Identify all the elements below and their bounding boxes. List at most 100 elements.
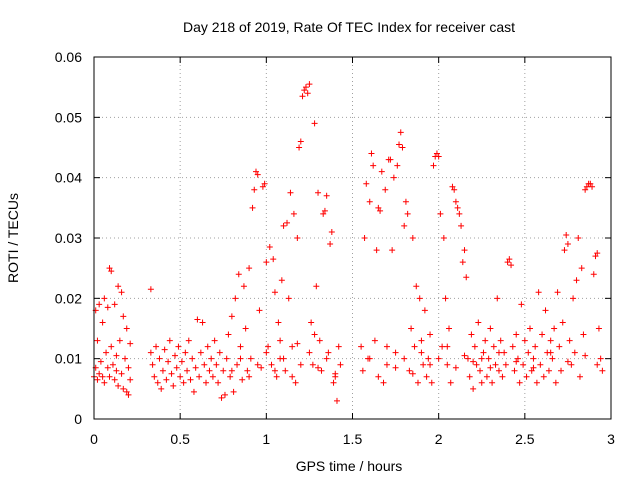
data-point bbox=[118, 370, 125, 377]
data-point bbox=[94, 337, 101, 344]
data-point bbox=[490, 343, 497, 350]
data-point bbox=[392, 364, 399, 371]
data-point bbox=[437, 210, 444, 217]
data-point bbox=[108, 343, 115, 350]
data-point bbox=[261, 180, 268, 187]
data-point bbox=[268, 361, 275, 368]
data-point bbox=[416, 295, 423, 302]
data-point bbox=[539, 331, 546, 338]
data-point bbox=[327, 241, 334, 248]
data-point bbox=[514, 355, 521, 362]
x-tick-label: 3 bbox=[607, 431, 615, 447]
data-point bbox=[594, 361, 601, 368]
data-point bbox=[315, 189, 322, 196]
data-point bbox=[366, 198, 373, 205]
data-point bbox=[482, 337, 489, 344]
data-point bbox=[377, 207, 384, 214]
data-point bbox=[461, 352, 468, 359]
data-point bbox=[96, 301, 103, 308]
data-point bbox=[475, 319, 482, 326]
data-point bbox=[389, 247, 396, 254]
data-point bbox=[478, 355, 485, 362]
data-point bbox=[435, 153, 442, 160]
grid-layer bbox=[94, 57, 611, 419]
data-point bbox=[370, 162, 377, 169]
data-point bbox=[358, 343, 365, 350]
data-point bbox=[323, 355, 330, 362]
x-axis-label: GPS time / hours bbox=[296, 458, 403, 474]
data-point bbox=[473, 361, 480, 368]
data-point bbox=[170, 382, 177, 389]
data-point bbox=[540, 373, 547, 380]
data-point bbox=[106, 265, 113, 272]
data-point bbox=[189, 355, 196, 362]
data-point bbox=[94, 376, 101, 383]
data-point bbox=[332, 370, 339, 377]
data-point bbox=[559, 319, 566, 326]
data-point bbox=[258, 364, 265, 371]
data-point bbox=[456, 210, 463, 217]
data-point bbox=[96, 370, 103, 377]
data-point bbox=[363, 180, 370, 187]
data-point bbox=[520, 361, 527, 368]
x-tick-label: 1.5 bbox=[343, 431, 363, 447]
data-point bbox=[375, 204, 382, 211]
data-point bbox=[104, 304, 111, 311]
data-point bbox=[397, 129, 404, 136]
data-point bbox=[156, 355, 163, 362]
data-point bbox=[527, 325, 534, 332]
data-point bbox=[254, 361, 261, 368]
data-point bbox=[470, 385, 477, 392]
data-point bbox=[184, 367, 191, 374]
data-point bbox=[409, 370, 416, 377]
data-point bbox=[297, 361, 304, 368]
data-point bbox=[209, 373, 216, 380]
data-point bbox=[302, 84, 309, 91]
data-point bbox=[159, 367, 166, 374]
data-point bbox=[380, 379, 387, 386]
data-point bbox=[545, 367, 552, 374]
data-point bbox=[282, 367, 289, 374]
data-point bbox=[337, 361, 344, 368]
data-point bbox=[259, 183, 266, 190]
data-point bbox=[547, 337, 554, 344]
data-point bbox=[418, 349, 425, 356]
data-point bbox=[173, 364, 180, 371]
data-point bbox=[154, 379, 161, 386]
data-point bbox=[464, 355, 471, 362]
data-point bbox=[489, 379, 496, 386]
x-tick-label: 2 bbox=[435, 431, 443, 447]
data-point bbox=[251, 186, 258, 193]
data-point bbox=[242, 325, 249, 332]
data-point bbox=[573, 277, 580, 284]
data-point bbox=[471, 343, 478, 350]
data-point bbox=[197, 349, 204, 356]
data-point bbox=[478, 379, 485, 386]
data-point bbox=[204, 343, 211, 350]
data-point bbox=[235, 271, 242, 278]
data-point bbox=[203, 379, 210, 386]
data-point bbox=[115, 382, 122, 389]
data-point bbox=[230, 388, 237, 395]
data-point bbox=[280, 222, 287, 229]
data-point bbox=[190, 388, 197, 395]
data-point bbox=[378, 168, 385, 175]
data-point bbox=[221, 391, 228, 398]
data-point bbox=[423, 373, 430, 380]
data-point bbox=[211, 337, 218, 344]
data-point bbox=[239, 376, 246, 383]
data-point bbox=[375, 373, 382, 380]
data-point bbox=[273, 373, 280, 380]
data-point bbox=[147, 286, 154, 293]
axis-ticks: 0 0.5 1 1.5 2 2.5 3 0 0.01 0.02 0.03 0.04 0.05 0.06 bbox=[55, 49, 615, 447]
data-point bbox=[246, 373, 253, 380]
data-point bbox=[271, 289, 278, 296]
data-point bbox=[439, 343, 446, 350]
data-point bbox=[333, 397, 340, 404]
y-tick-label: 0 bbox=[74, 411, 82, 427]
data-point bbox=[383, 343, 390, 350]
data-point bbox=[402, 198, 409, 205]
data-point bbox=[208, 355, 215, 362]
data-point bbox=[494, 295, 501, 302]
data-point bbox=[409, 235, 416, 241]
